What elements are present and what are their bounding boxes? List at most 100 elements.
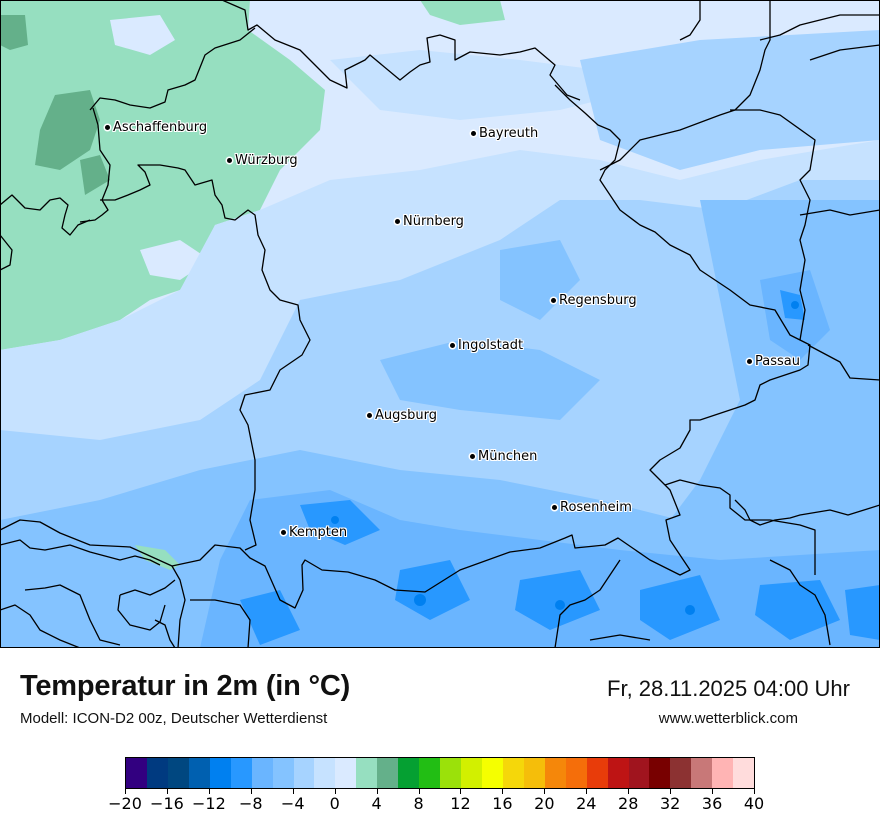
colorbar-tick-label: 36 xyxy=(701,794,723,813)
colorbar-tick-label: 12 xyxy=(450,794,471,813)
colorbar-tick-label: −8 xyxy=(239,794,263,813)
colorbar-segment xyxy=(502,758,524,788)
city-label: Würzburg xyxy=(235,153,298,168)
city-augsburg: Augsburg xyxy=(367,408,437,423)
city-marker-icon xyxy=(551,298,556,303)
colorbar-segment xyxy=(461,758,482,788)
colorbar-tick xyxy=(754,789,755,794)
colorbar-segment xyxy=(607,758,629,788)
city-label: Ingolstadt xyxy=(458,338,524,353)
city-label: Kempten xyxy=(289,525,348,540)
colorbar-tick xyxy=(502,789,504,794)
colorbar-tick xyxy=(628,789,630,794)
city-label: Nürnberg xyxy=(403,214,464,229)
colorbar-segment xyxy=(209,758,231,788)
colorbar-segment xyxy=(670,758,692,788)
colorbar-segment xyxy=(146,758,168,788)
colorbar-segment xyxy=(398,758,420,788)
colorbar-tick-label: −16 xyxy=(150,794,184,813)
colorbar-tick xyxy=(125,789,126,794)
colorbar-segment xyxy=(126,758,147,788)
colorbar-tick-label: −4 xyxy=(280,794,305,813)
city-marker-icon xyxy=(552,505,557,510)
city-label: Augsburg xyxy=(375,408,438,423)
map-canvas xyxy=(0,0,880,648)
valid-datetime: Fr, 28.11.2025 04:00 Uhr xyxy=(607,676,850,701)
city-marker-icon xyxy=(450,343,455,348)
colorbar-tick xyxy=(292,789,294,794)
city-regensburg: Regensburg xyxy=(551,293,637,308)
colorbar-segment xyxy=(419,758,441,788)
city-nuernberg: Nürnberg xyxy=(395,214,464,229)
colorbar-tick-label: 32 xyxy=(659,794,681,813)
city-kempten: Kempten xyxy=(281,525,347,540)
colorbar-tick-label: 0 xyxy=(329,794,340,813)
colorbar-tick xyxy=(544,789,546,794)
colorbar-tick-label: −12 xyxy=(191,794,226,813)
colorbar-segment xyxy=(544,758,566,788)
colorbar-tick xyxy=(460,789,462,794)
colorbar-segment xyxy=(377,758,399,788)
colorbar-tick xyxy=(334,789,336,794)
colorbar-segment xyxy=(649,758,671,788)
city-bayreuth: Bayreuth xyxy=(471,126,538,141)
city-marker-icon xyxy=(471,131,476,136)
map-title: Temperatur in 2m (in °C) xyxy=(20,670,351,702)
colorbar-tick xyxy=(670,789,672,794)
colorbar-tick-label: 20 xyxy=(534,794,555,813)
city-marker-icon xyxy=(227,158,232,163)
colorbar-tick xyxy=(712,789,714,794)
colorbar-tick-label: 24 xyxy=(576,794,597,813)
colorbar-segment xyxy=(565,758,587,788)
city-marker-icon xyxy=(281,530,286,535)
city-label: München xyxy=(478,449,538,464)
colorbar-segment xyxy=(230,758,252,788)
city-label: Regensburg xyxy=(559,293,637,308)
colorbar-segment xyxy=(523,758,545,788)
city-passau: Passau xyxy=(747,354,800,369)
city-muenchen: München xyxy=(470,449,537,464)
colorbar-tick-label: −20 xyxy=(108,794,142,813)
colorbar-segment xyxy=(167,758,189,788)
colorbar-ticks: −20 −16 −12 −8 −4 0 4 8 12 16 20 24 28 32 36 40 xyxy=(108,789,764,829)
colorbar-segment xyxy=(712,758,734,788)
city-marker-icon xyxy=(395,219,400,224)
colorbar-tick xyxy=(418,789,420,794)
website-link[interactable]: www.wetterblick.com xyxy=(658,710,798,727)
colorbar-segment xyxy=(251,758,273,788)
city-label: Passau xyxy=(755,354,800,369)
colorbar-tick xyxy=(250,789,252,794)
colorbar-tick xyxy=(376,789,378,794)
colorbar-segment xyxy=(440,758,461,788)
city-marker-icon xyxy=(747,359,752,364)
temperature-colorbar xyxy=(125,757,755,789)
colorbar-segment xyxy=(188,758,210,788)
city-rosenheim: Rosenheim xyxy=(552,500,632,515)
colorbar-segment xyxy=(356,758,378,788)
colorbar-segment xyxy=(628,758,650,788)
city-ingolstadt: Ingolstadt xyxy=(450,338,523,353)
model-source: Modell: ICON-D2 00z, Deutscher Wetterdie… xyxy=(20,710,328,727)
colorbar-segment xyxy=(314,758,336,788)
city-wuerzburg: Würzburg xyxy=(227,153,298,168)
city-marker-icon xyxy=(105,125,110,130)
city-marker-icon xyxy=(367,413,372,418)
colorbar-segment xyxy=(335,758,357,788)
colorbar-segment xyxy=(691,758,713,788)
city-label: Rosenheim xyxy=(560,500,632,515)
colorbar-tick xyxy=(586,789,588,794)
colorbar-segment xyxy=(293,758,315,788)
colorbar-tick-label: 28 xyxy=(618,794,639,813)
colorbar-tick-label: 40 xyxy=(743,794,765,813)
colorbar-segment xyxy=(481,758,503,788)
colorbar-tick-label: 4 xyxy=(371,794,382,813)
colorbar-segment xyxy=(733,758,755,788)
colorbar-tick xyxy=(208,789,210,794)
city-aschaffenburg: Aschaffenburg xyxy=(105,120,207,135)
colorbar-segment xyxy=(586,758,608,788)
temperature-map: Aschaffenburg Würzburg Bayreuth Nürnberg… xyxy=(0,0,880,648)
colorbar-tick-label: 8 xyxy=(413,794,424,813)
city-label: Aschaffenburg xyxy=(113,120,208,135)
colorbar-tick-label: 16 xyxy=(492,794,513,813)
colorbar-tick xyxy=(166,789,168,794)
